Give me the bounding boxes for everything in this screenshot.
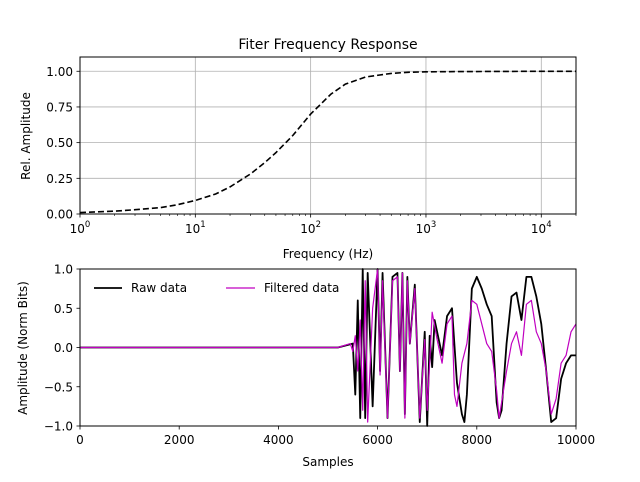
x-tick-label: 2000 — [164, 433, 195, 447]
samples-chart: 0 2000 4000 6000 8000 10000 −1.0 −0.5 0.0 0.5 1.0… — [16, 263, 595, 470]
y-tick-label: 0.50 — [46, 136, 73, 150]
y-axis-label: Amplitude (Norm Bits) — [16, 281, 30, 415]
x-tick-label: 101 — [185, 220, 206, 236]
y-tick-label: 1.00 — [46, 65, 73, 79]
plot-area-frame — [79, 56, 577, 215]
x-tick-label: 4000 — [263, 433, 294, 447]
y-axis-label: Rel. Amplitude — [19, 92, 33, 180]
response-curve — [79, 70, 576, 214]
y-tick-label: 0.5 — [54, 302, 73, 316]
legend-label-raw-data: Raw data — [131, 281, 187, 295]
y-axis-ticks: −1.0 −0.5 0.0 0.5 1.0 — [44, 263, 80, 434]
y-tick-label: −1.0 — [44, 420, 73, 434]
y-tick-label: −0.5 — [44, 380, 73, 394]
x-tick-label: 104 — [531, 220, 552, 236]
raw-data-line — [80, 268, 576, 427]
x-tick-label: 0 — [76, 433, 84, 447]
x-tick-label: 8000 — [462, 433, 493, 447]
series-group — [80, 268, 577, 427]
x-axis-ticks: 100 101 102 103 104 — [70, 214, 577, 236]
x-tick-label: 100 — [70, 220, 91, 236]
x-axis-label: Frequency (Hz) — [283, 247, 374, 261]
x-tick-label: 103 — [416, 220, 437, 236]
legend-label-filtered-data: Filtered data — [264, 281, 339, 295]
frequency-response-chart: Fiter Frequency Response 100 101 102 103 104… — [19, 37, 577, 261]
legend: Raw data Filtered data — [94, 281, 339, 295]
x-axis-ticks: 0 2000 4000 6000 8000 10000 — [76, 426, 595, 447]
x-tick-label: 10000 — [557, 433, 595, 447]
y-tick-label: 0.25 — [46, 172, 73, 186]
filtered-data-line — [80, 268, 577, 423]
series-group — [79, 70, 576, 214]
x-axis-label: Samples — [302, 455, 353, 469]
y-tick-label: 0.75 — [46, 100, 73, 114]
chart-title: Fiter Frequency Response — [238, 37, 417, 53]
y-tick-label: 1.0 — [54, 263, 73, 277]
y-axis-ticks: 0.00 0.25 0.50 0.75 1.00 — [46, 65, 80, 222]
y-tick-label: 0.0 — [54, 341, 73, 355]
x-tick-label: 6000 — [362, 433, 393, 447]
x-tick-label: 102 — [300, 220, 321, 236]
y-tick-label: 0.00 — [46, 208, 73, 222]
